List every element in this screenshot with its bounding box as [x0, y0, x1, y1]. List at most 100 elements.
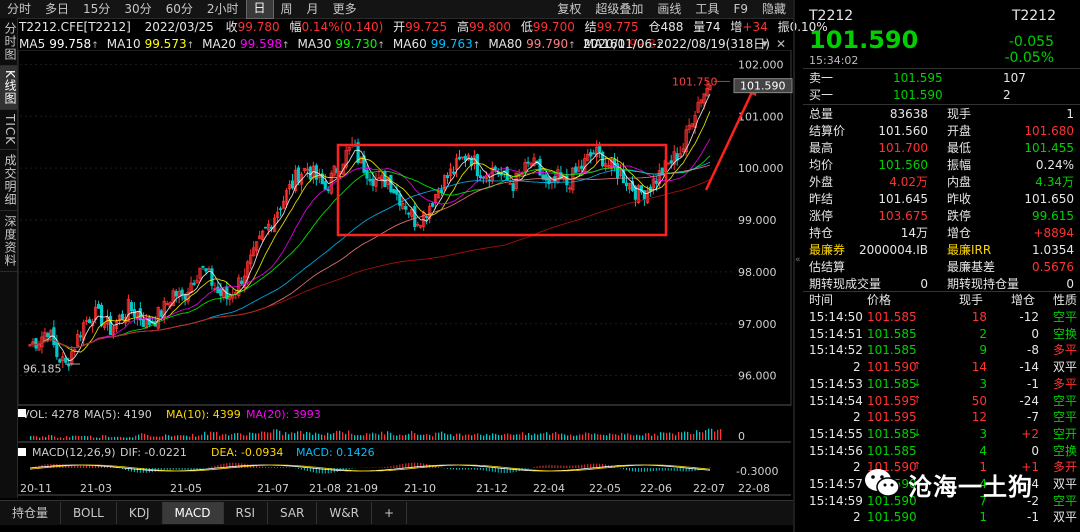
- tool-0[interactable]: 复权: [557, 2, 582, 16]
- stat-label: 开盘: [947, 124, 972, 138]
- vol-bar: [327, 432, 329, 440]
- vol-bar: [501, 435, 503, 440]
- candle-body: [180, 289, 184, 296]
- vol-bar: [618, 435, 620, 440]
- x-tick-label: 22-05: [589, 482, 621, 495]
- indicator-tab-4[interactable]: RSI: [224, 502, 268, 524]
- candle-body: [508, 182, 512, 185]
- vol-bar: [42, 436, 44, 440]
- vol-bar: [579, 434, 581, 440]
- candle-body: [574, 166, 578, 173]
- candle-body: [37, 343, 41, 351]
- candle-body: [267, 223, 271, 231]
- vol-bar: [666, 432, 668, 440]
- open-value: 99.725: [405, 20, 448, 34]
- x-tick-label: 21-03: [80, 482, 112, 495]
- vol-bar: [600, 434, 602, 440]
- vol-bar: [183, 435, 185, 440]
- tick-volume: 12: [971, 410, 987, 425]
- bar-info-row: T2212.CFE[T2212] 2022/03/25 收99.780 幅0.1…: [19, 19, 828, 35]
- x-tick-label: 21-07: [257, 482, 289, 495]
- y-tick-label: 101.000: [738, 110, 784, 123]
- candle-body: [448, 168, 453, 177]
- candle-body: [669, 160, 673, 164]
- stat-row: 结算价 101.560 开盘 101.680: [807, 123, 1076, 139]
- period-3[interactable]: 30分: [124, 2, 152, 16]
- tick-nature: 多平: [1053, 376, 1078, 391]
- x-tick-label: 21-05: [170, 482, 202, 495]
- panel-divider[interactable]: [793, 0, 795, 532]
- vol-bar: [381, 431, 383, 440]
- expand-panel-icon[interactable]: «: [795, 255, 801, 265]
- stat-row: 最廉券 2000004.IB 最廉IRR 1.0354: [807, 242, 1076, 258]
- tick-oi-change: -14: [1019, 360, 1039, 375]
- indicator-tab-1[interactable]: BOLL: [61, 502, 117, 524]
- view-tab-0[interactable]: 分时图: [0, 18, 17, 66]
- candle-body: [380, 175, 384, 182]
- tick-price: 101.585: [867, 326, 917, 341]
- tool-5[interactable]: 隐藏: [761, 2, 786, 16]
- period-0[interactable]: 分时: [7, 2, 32, 16]
- ma-line-0: [29, 93, 711, 362]
- date-range: 2020/11/06-2022/08/19(318日): [583, 37, 770, 51]
- vol-bar: [450, 434, 452, 440]
- ma-label-5: MA80: [488, 37, 523, 51]
- candle-body: [395, 189, 399, 195]
- stat-value: 1.0354: [1032, 243, 1074, 257]
- price-chart[interactable]: 102.000 101.000 100.000 99.000 98.000 97.000 9…: [18, 50, 793, 500]
- x-tick-label: 22-06: [640, 482, 672, 495]
- candle-body: [79, 335, 83, 338]
- tick-arrow: ↑: [913, 461, 922, 473]
- period-2[interactable]: 15分: [83, 2, 111, 16]
- range-dropdown-icon[interactable]: ▾: [762, 37, 768, 50]
- view-tab-3[interactable]: 成交明细: [0, 150, 17, 211]
- y-tick-label: 99.000: [738, 214, 777, 227]
- period-7[interactable]: 周: [280, 2, 293, 16]
- vol-bar: [195, 436, 197, 440]
- vol-bar: [81, 436, 83, 440]
- period-1[interactable]: 多日: [45, 2, 70, 16]
- period-6[interactable]: 日: [245, 0, 274, 19]
- tool-2[interactable]: 画线: [657, 2, 682, 16]
- view-tab-4[interactable]: 深度资料: [0, 211, 17, 272]
- vol-bar: [639, 435, 641, 440]
- ma-legend: MA5 99.758↑ MA10 99.573↑ MA20 99.598↑ MA30 99.7…: [19, 37, 664, 51]
- candle-body: [654, 180, 658, 184]
- period-4[interactable]: 60分: [165, 2, 193, 16]
- tool-4[interactable]: F9: [733, 2, 748, 16]
- vol-bar: [351, 433, 353, 440]
- candle-body: [523, 162, 527, 172]
- indicator-tab-0[interactable]: 持仓量: [0, 502, 62, 524]
- candle-body: [544, 174, 548, 181]
- vol-bar: [702, 432, 704, 440]
- stat-row: 最高 101.700 最低 101.455: [807, 140, 1076, 156]
- period-8[interactable]: 月: [306, 2, 319, 16]
- candle-body: [73, 348, 77, 352]
- stat-label: 均价: [809, 158, 834, 172]
- candle-body: [624, 182, 629, 187]
- tool-1[interactable]: 超级叠加: [595, 2, 644, 16]
- ma-label-3: MA30: [297, 37, 332, 51]
- vol-bar: [567, 435, 569, 440]
- candle-body: [88, 319, 92, 324]
- candle-body: [607, 164, 611, 167]
- close-range-icon[interactable]: ✕: [776, 37, 787, 51]
- period-5[interactable]: 2小时: [206, 2, 239, 16]
- vol-bar: [252, 432, 254, 440]
- indicator-tab-6[interactable]: W&R: [317, 502, 372, 524]
- view-tab-1[interactable]: K线图: [0, 66, 17, 110]
- indicator-tab-2[interactable]: KDJ: [117, 502, 163, 524]
- vol-bar: [540, 433, 542, 440]
- indicator-tab-5[interactable]: SAR: [268, 502, 318, 524]
- stat-row: 总量 83638 现手 1: [807, 106, 1076, 122]
- candle-body: [326, 189, 330, 192]
- vol-bar: [471, 435, 473, 440]
- tick-time: 15:14:53: [809, 376, 863, 391]
- candle-body: [580, 165, 584, 169]
- add-indicator-icon[interactable]: +: [372, 502, 408, 524]
- view-tab-2[interactable]: TICK: [0, 110, 17, 150]
- indicator-tab-3[interactable]: MACD: [162, 502, 224, 524]
- tool-3[interactable]: 工具: [695, 2, 720, 16]
- candle-body: [344, 150, 348, 168]
- period-9[interactable]: 更多: [332, 2, 357, 16]
